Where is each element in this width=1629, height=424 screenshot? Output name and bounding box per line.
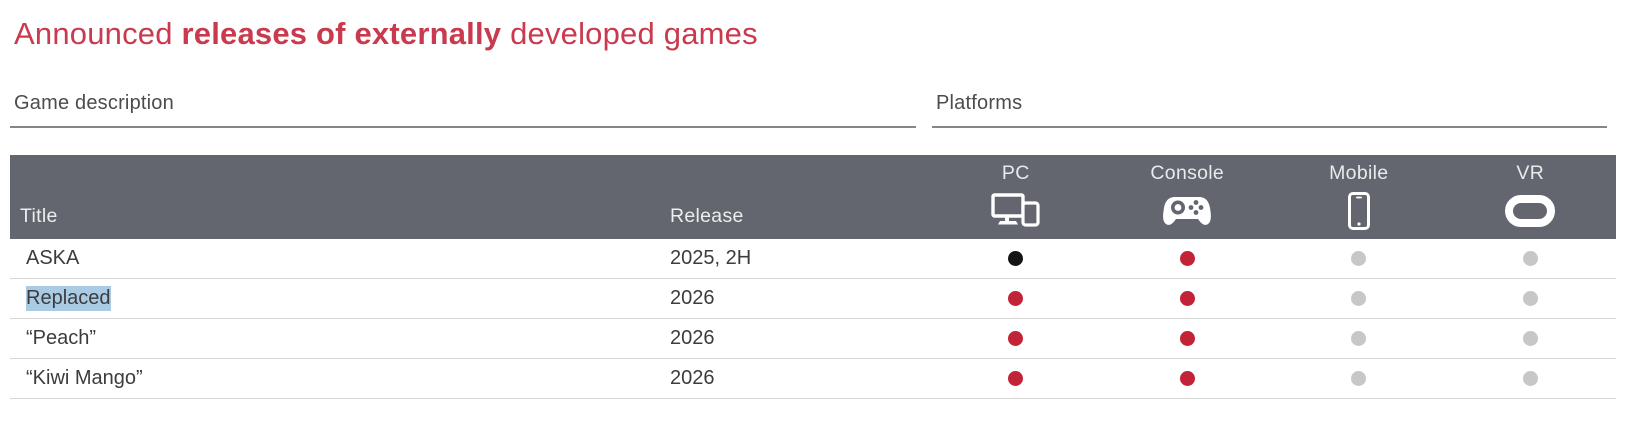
table-header: Title Release PC Console <box>10 155 1616 239</box>
vr-icon <box>1504 188 1556 234</box>
mobile-label: Mobile <box>1329 162 1389 184</box>
release-cell: 2026 <box>660 287 930 310</box>
table-row: ASKA 2025, 2H <box>10 239 1616 279</box>
pc-dot-cell <box>930 251 1102 266</box>
game-title: “Peach” <box>26 327 97 349</box>
console-dot-cell <box>1102 371 1274 386</box>
platform-dot-red <box>1008 331 1024 346</box>
game-title: ASKA <box>26 247 80 269</box>
release-cell: 2025, 2H <box>660 247 930 270</box>
platform-dot-red <box>1179 371 1195 386</box>
platform-dot-gray <box>1522 331 1538 346</box>
title-cell: “Kiwi Mango” <box>10 366 660 391</box>
page-title-prefix: Announced <box>14 16 182 51</box>
mobile-icon <box>1347 188 1371 234</box>
mobile-dot-cell <box>1273 331 1445 346</box>
platform-dot-gray <box>1351 331 1367 346</box>
page-title-suffix: developed games <box>501 16 758 51</box>
vr-dot-cell <box>1445 371 1617 386</box>
pc-dot-cell <box>930 331 1102 346</box>
console-dot-cell <box>1102 251 1274 266</box>
platform-dot-red <box>1008 371 1024 386</box>
release-value: 2026 <box>670 327 715 349</box>
table-row: “Peach” 2026 <box>10 319 1616 359</box>
console-dot-cell <box>1102 291 1274 306</box>
title-cell: “Peach” <box>10 326 660 351</box>
title-cell: ASKA <box>10 246 660 271</box>
console-dot-cell <box>1102 331 1274 346</box>
platform-dot-red <box>1179 331 1195 346</box>
mobile-dot-cell <box>1273 251 1445 266</box>
column-header-pc: PC <box>930 155 1102 239</box>
column-header-title: Title <box>20 205 58 227</box>
vr-dot-cell <box>1445 291 1617 306</box>
platform-dot-red <box>1008 291 1024 306</box>
release-cell: 2026 <box>660 327 930 350</box>
platform-dot-red <box>1179 251 1195 266</box>
column-header-mobile: Mobile <box>1273 155 1445 239</box>
vr-dot-cell <box>1445 251 1617 266</box>
platform-dot-black <box>1008 251 1024 266</box>
table-row: “Kiwi Mango” 2026 <box>10 359 1616 399</box>
mobile-dot-cell <box>1273 371 1445 386</box>
game-description-label: Game description <box>10 92 916 128</box>
release-cell: 2026 <box>660 367 930 390</box>
game-title-selected[interactable]: Replaced <box>26 286 111 311</box>
games-table: Title Release PC Console <box>10 155 1616 399</box>
platform-dot-red <box>1179 291 1195 306</box>
platform-dot-gray <box>1351 251 1367 266</box>
title-cell: Replaced <box>10 286 660 311</box>
vr-label: VR <box>1516 162 1545 184</box>
game-title: “Kiwi Mango” <box>26 367 143 389</box>
column-header-console: Console <box>1102 155 1274 239</box>
mobile-dot-cell <box>1273 291 1445 306</box>
column-header-vr: VR <box>1445 155 1617 239</box>
section-labels: Game description Platforms <box>10 92 1607 128</box>
table-body: ASKA 2025, 2H Replaced 2026 “Peach” 2026 <box>10 239 1616 399</box>
pc-dot-cell <box>930 291 1102 306</box>
pc-label: PC <box>1001 162 1030 184</box>
release-value: 2025, 2H <box>670 247 752 269</box>
table-row: Replaced 2026 <box>10 279 1616 319</box>
release-value: 2026 <box>670 367 715 389</box>
platforms-label: Platforms <box>932 92 1607 128</box>
page-title: Announced releases of externally develop… <box>14 16 758 52</box>
pc-dot-cell <box>930 371 1102 386</box>
platform-dot-gray <box>1351 371 1367 386</box>
platform-dot-gray <box>1522 371 1538 386</box>
console-label: Console <box>1150 162 1225 184</box>
pc-icon <box>990 188 1042 234</box>
console-icon <box>1161 188 1213 234</box>
column-header-release: Release <box>670 205 744 227</box>
platform-dot-gray <box>1522 291 1538 306</box>
platform-dot-gray <box>1351 291 1367 306</box>
vr-dot-cell <box>1445 331 1617 346</box>
page-title-emphasis: releases of externally <box>181 16 502 51</box>
platform-dot-gray <box>1522 251 1538 266</box>
release-value: 2026 <box>670 287 715 309</box>
